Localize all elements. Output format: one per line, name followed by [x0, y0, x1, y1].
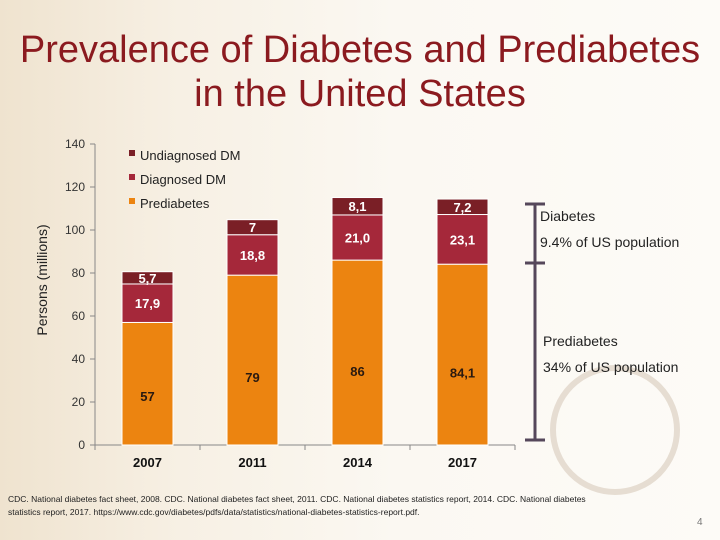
bar-segment-prediabetes	[436, 263, 489, 446]
legend-swatch	[129, 198, 135, 204]
prediabetes-label: Prediabetes	[543, 333, 618, 349]
diabetes-bracket	[525, 202, 545, 442]
x-tick-label: 2007	[133, 455, 162, 470]
diabetes-label: Diabetes	[540, 208, 596, 224]
data-label: 7,2	[453, 200, 471, 215]
legend-label: Prediabetes	[140, 196, 210, 211]
bar-segment-undiagnosed-dm	[121, 271, 174, 285]
aace-logo-watermark	[550, 365, 680, 495]
references: CDC. National diabetes fact sheet, 2008.…	[8, 494, 586, 517]
bar-segment-diagnosed-dm	[331, 214, 384, 261]
y-tick-label: 60	[72, 309, 86, 323]
data-label: 84,1	[450, 366, 475, 381]
slide-title: Prevalence of Diabetes and Prediabetes i…	[19, 29, 701, 115]
y-tick-label: 80	[72, 266, 86, 280]
bar-segment-diagnosed-dm	[226, 234, 279, 276]
data-label: 57	[140, 389, 154, 404]
y-tick-label: 140	[65, 137, 85, 151]
diabetes-percent: 9.4% of US population	[540, 234, 680, 250]
x-tick-label: 2017	[448, 455, 477, 470]
data-label: 17,9	[135, 296, 160, 311]
page-number: 4	[697, 517, 703, 528]
bar-segment-prediabetes	[331, 259, 384, 446]
bar-segment-undiagnosed-dm	[331, 197, 384, 216]
bar-segment-undiagnosed-dm	[226, 219, 279, 236]
x-tick-label: 2011	[238, 455, 266, 470]
prediabetes-percent: 34% of US population	[543, 359, 679, 375]
legend-label: Diagnosed DM	[140, 172, 226, 187]
x-tick-label: 2014	[343, 455, 373, 470]
y-axis-label: Persons (millions)	[34, 224, 50, 335]
y-tick-label: 120	[65, 180, 85, 194]
data-label: 86	[350, 364, 364, 379]
data-label: 8,1	[348, 199, 366, 214]
data-label: 7	[249, 220, 256, 235]
y-tick-label: 20	[72, 395, 86, 409]
legend-label: Undiagnosed DM	[140, 148, 240, 163]
bar-segment-prediabetes	[226, 274, 279, 446]
data-label: 79	[245, 370, 259, 385]
bar-segment-prediabetes	[121, 321, 174, 446]
data-label: 5,7	[138, 271, 156, 286]
y-tick-label: 40	[72, 352, 86, 366]
legend-swatch	[129, 150, 135, 156]
y-tick-label: 100	[65, 223, 85, 237]
data-label: 21,0	[345, 231, 370, 246]
data-label: 18,8	[240, 248, 265, 263]
legend-swatch	[129, 174, 135, 180]
data-label: 23,1	[450, 232, 475, 247]
bar-segment-undiagnosed-dm	[436, 198, 489, 216]
y-tick-label: 0	[78, 438, 85, 452]
